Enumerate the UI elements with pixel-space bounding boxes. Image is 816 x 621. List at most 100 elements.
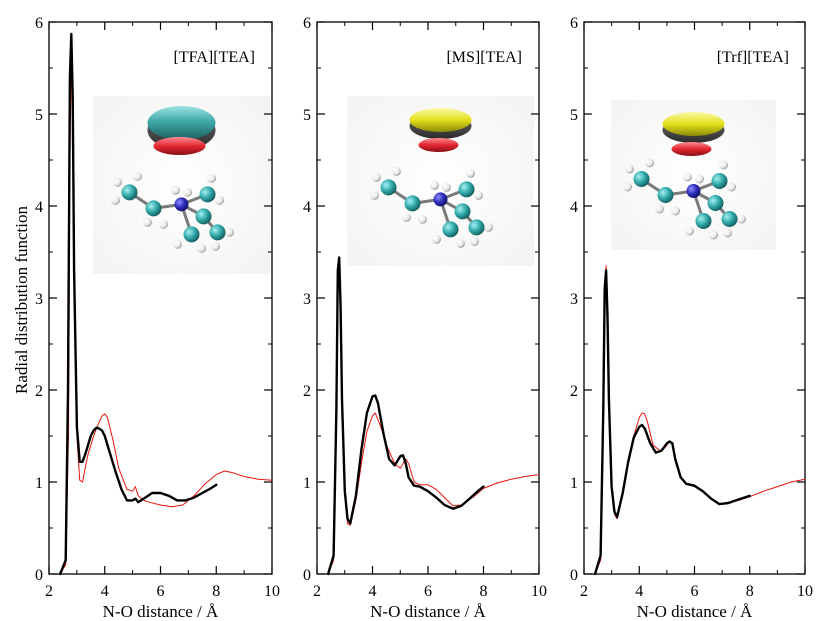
x-tick-label: 8: [212, 583, 220, 600]
hydrogen-atom: [111, 196, 120, 205]
hydrogen-atom: [113, 178, 122, 187]
hydrogen-atom: [695, 175, 704, 184]
hydrogen-atom: [723, 229, 732, 238]
y-tick-label: 6: [35, 15, 43, 32]
carbon-atom: [200, 186, 216, 202]
x-tick-label: 2: [45, 583, 53, 600]
y-tick-label: 6: [303, 15, 311, 32]
y-tick-label: 6: [570, 15, 578, 32]
carbon-atom: [455, 203, 471, 219]
hydrogen-atom: [709, 231, 718, 240]
series-line-red: [328, 270, 539, 574]
carbon-atom: [469, 219, 485, 235]
hydrogen-atom: [474, 191, 483, 200]
x-tick-label: 8: [746, 583, 754, 600]
hydrogen-atom: [173, 240, 182, 249]
panel-tfa-tea: 2 4 6 8 10 0 1 2 3 4 5 6 [TFA][TEA] N-O distance / Å: [35, 15, 280, 621]
x-tick-label: 2: [580, 583, 588, 600]
hydrogen-atom: [225, 228, 234, 237]
carbon-atom: [722, 211, 738, 227]
y-tick-label: 0: [570, 567, 578, 584]
y-tick-label: 4: [35, 199, 43, 216]
hydrogen-atom: [183, 188, 192, 197]
x-axis-title: N-O distance / Å: [637, 602, 753, 621]
nitrogen-atom: [175, 197, 189, 211]
hydrogen-atom: [171, 186, 180, 195]
isosurface-bottom: [672, 142, 712, 156]
x-axis-title: N-O distance / Å: [103, 602, 219, 621]
nitrogen-atom: [434, 192, 448, 206]
y-tick-label: 1: [35, 475, 43, 492]
carbon-atom: [708, 195, 724, 211]
hydrogen-atom: [372, 173, 381, 182]
nitrogen-atom: [687, 184, 701, 198]
y-tick-label: 3: [570, 291, 578, 308]
hydrogen-atom: [370, 191, 379, 200]
hydrogen-atom: [215, 196, 224, 205]
carbon-atom: [658, 187, 674, 203]
hydrogen-atom: [456, 239, 465, 248]
hydrogen-atom: [418, 215, 427, 224]
x-axis-title: N-O distance / Å: [370, 602, 486, 621]
hydrogen-atom: [466, 169, 475, 178]
y-tick-label: 5: [35, 107, 43, 124]
molecule-inset-image: [611, 100, 776, 250]
hydrogen-atom: [719, 161, 728, 170]
hydrogen-atom: [737, 215, 746, 224]
carbon-atom: [712, 173, 728, 189]
y-tick-label: 2: [570, 383, 578, 400]
carbon-atom: [405, 195, 421, 211]
hydrogen-atom: [470, 237, 479, 246]
panel-title: [MS][TEA]: [446, 49, 522, 66]
hydrogen-atom: [432, 235, 441, 244]
y-tick-label: 5: [303, 107, 311, 124]
molecule-inset-image: [93, 96, 270, 274]
y-tick-label: 1: [570, 475, 578, 492]
y-tick-label: 3: [35, 291, 43, 308]
y-tick-label: 0: [35, 567, 43, 584]
hydrogen-atom: [430, 181, 439, 190]
panel-title: [TFA][TEA]: [174, 49, 255, 66]
hydrogen-atom: [625, 165, 634, 174]
hydrogen-atom: [133, 172, 142, 181]
y-tick-label: 2: [35, 383, 43, 400]
isosurface-top: [663, 112, 725, 136]
carbon-atom: [122, 184, 138, 200]
series-line-red: [595, 266, 805, 574]
carbon-atom: [210, 224, 226, 240]
hydrogen-atom: [207, 174, 216, 183]
isosurface-top: [410, 108, 472, 132]
y-tick-label: 5: [570, 107, 578, 124]
hydrogen-atom: [402, 213, 411, 222]
y-axis-title: Radial distribution function: [12, 206, 31, 394]
hydrogen-atom: [671, 207, 680, 216]
hydrogen-atom: [143, 218, 152, 227]
isosurface-bottom: [154, 137, 206, 155]
hydrogen-atom: [159, 220, 168, 229]
x-tick-label: 6: [424, 583, 432, 600]
hydrogen-atom: [211, 242, 220, 251]
carbon-atom: [634, 171, 650, 187]
hydrogen-atom: [685, 227, 694, 236]
carbon-atom: [443, 221, 459, 237]
hydrogen-atom: [683, 173, 692, 182]
carbon-atom: [459, 181, 475, 197]
panel-ms-tea: 2 4 6 8 100123456[MS][TEA]N-O distance / Å: [303, 15, 547, 621]
x-tick-label: 6: [157, 583, 165, 600]
hydrogen-atom: [645, 159, 654, 168]
hydrogen-atom: [197, 244, 206, 253]
hydrogen-atom: [442, 183, 451, 192]
x-tick-label: 10: [531, 583, 547, 600]
y-tick-label: 3: [303, 291, 311, 308]
hydrogen-atom: [727, 183, 736, 192]
carbon-atom: [196, 208, 212, 224]
series-line-black: [328, 258, 483, 575]
carbon-atom: [696, 213, 712, 229]
x-tick-label: 8: [480, 583, 488, 600]
carbon-atom: [184, 226, 200, 242]
x-tick-label: 10: [264, 583, 280, 600]
y-tick-label: 1: [303, 475, 311, 492]
x-tick-label: 10: [797, 583, 813, 600]
isosurface-bottom: [419, 138, 459, 152]
